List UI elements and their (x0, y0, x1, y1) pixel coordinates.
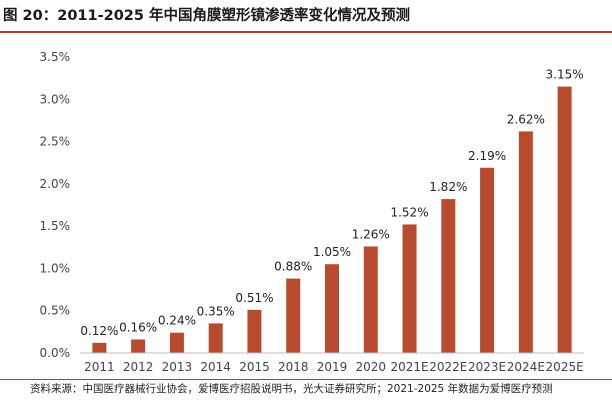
data-label-2019: 1.05% (313, 245, 351, 259)
bar-2019 (325, 264, 339, 353)
data-label-2018: 0.88% (274, 260, 312, 274)
x-axis: 2011 2012 2013 2014 2015 2018 2019 2020 2021E 202… (80, 352, 584, 374)
bar-2018 (286, 278, 301, 353)
data-label-2025E: 3.15% (546, 68, 584, 82)
bar-2015 (247, 309, 262, 353)
x-tick-label: 2022E (429, 360, 467, 374)
data-label-2014: 0.35% (197, 304, 235, 318)
x-tick-label: 2012 (123, 360, 154, 374)
bar-2022E (441, 199, 456, 353)
x-tick-label: 2025E (546, 360, 584, 374)
bar-chart: 0.0%0.5%1.0%1.5%2.0%2.5%3.0%3.5% 0.12% 0.… (40, 50, 584, 374)
bar-2013 (169, 332, 184, 353)
data-label-2012: 0.16% (119, 320, 157, 334)
x-tick-label: 2018 (278, 360, 309, 374)
x-tick-label: 2013 (162, 360, 193, 374)
data-label-2020: 1.26% (352, 227, 390, 241)
y-tick-label: 3.0% (40, 92, 71, 106)
data-label-2015: 0.51% (235, 291, 273, 305)
bar-2023E (480, 167, 495, 353)
x-tick-label: 2021E (390, 360, 428, 374)
source-note: 资料来源：中国医疗器械行业协会，爱博医疗招股说明书，光大证券研究所；2021-2… (30, 383, 553, 395)
data-label-2024E: 2.62% (507, 112, 545, 126)
x-tick-label: 2024E (507, 360, 545, 374)
bar-2012 (131, 339, 146, 353)
data-labels: 0.12% 0.16% 0.24%0.35%0.51% 0.88%1.05%1.26%… (80, 68, 583, 338)
title-divider (0, 31, 612, 33)
y-tick-label: 1.0% (40, 261, 71, 275)
y-tick-label: 1.5% (40, 219, 71, 233)
y-axis: 0.0% 0.5% 1.0% 1.5% 2.0% 2.5% 3.0% 3.5% (40, 50, 71, 360)
bar-2011 (92, 342, 107, 353)
y-tick-label: 0.0% (40, 346, 71, 360)
data-label-2011: 0.12% (80, 324, 118, 338)
data-label-2023E: 2.19% (468, 149, 506, 163)
x-tick-label: 2015 (239, 360, 270, 374)
x-tick-label: 2019 (317, 360, 348, 374)
data-label-2022E: 1.82% (429, 180, 467, 194)
x-tick-label: 2011 (84, 360, 115, 374)
x-tick-label: 2023E (468, 360, 506, 374)
data-label-2013: 0.24% (158, 314, 196, 328)
bar-2024E (518, 131, 533, 353)
data-label-2021E: 1.52% (390, 205, 428, 219)
bar-2020 (363, 246, 378, 353)
bar-2021E (402, 224, 417, 353)
bar-2025E (557, 86, 572, 353)
y-tick-label: 2.5% (40, 135, 71, 149)
bar-2014 (208, 323, 223, 353)
y-tick-label: 3.5% (40, 50, 71, 64)
x-tick-label: 2020 (355, 360, 386, 374)
y-tick-label: 0.5% (40, 304, 71, 318)
source-divider (0, 379, 612, 380)
bar-series (92, 86, 572, 353)
chart-title: 图 20：2011-2025 年中国角膜塑形镜渗透率变化情况及预测 (3, 8, 411, 24)
y-tick-label: 2.0% (40, 177, 71, 191)
x-tick-label: 2014 (200, 360, 231, 374)
